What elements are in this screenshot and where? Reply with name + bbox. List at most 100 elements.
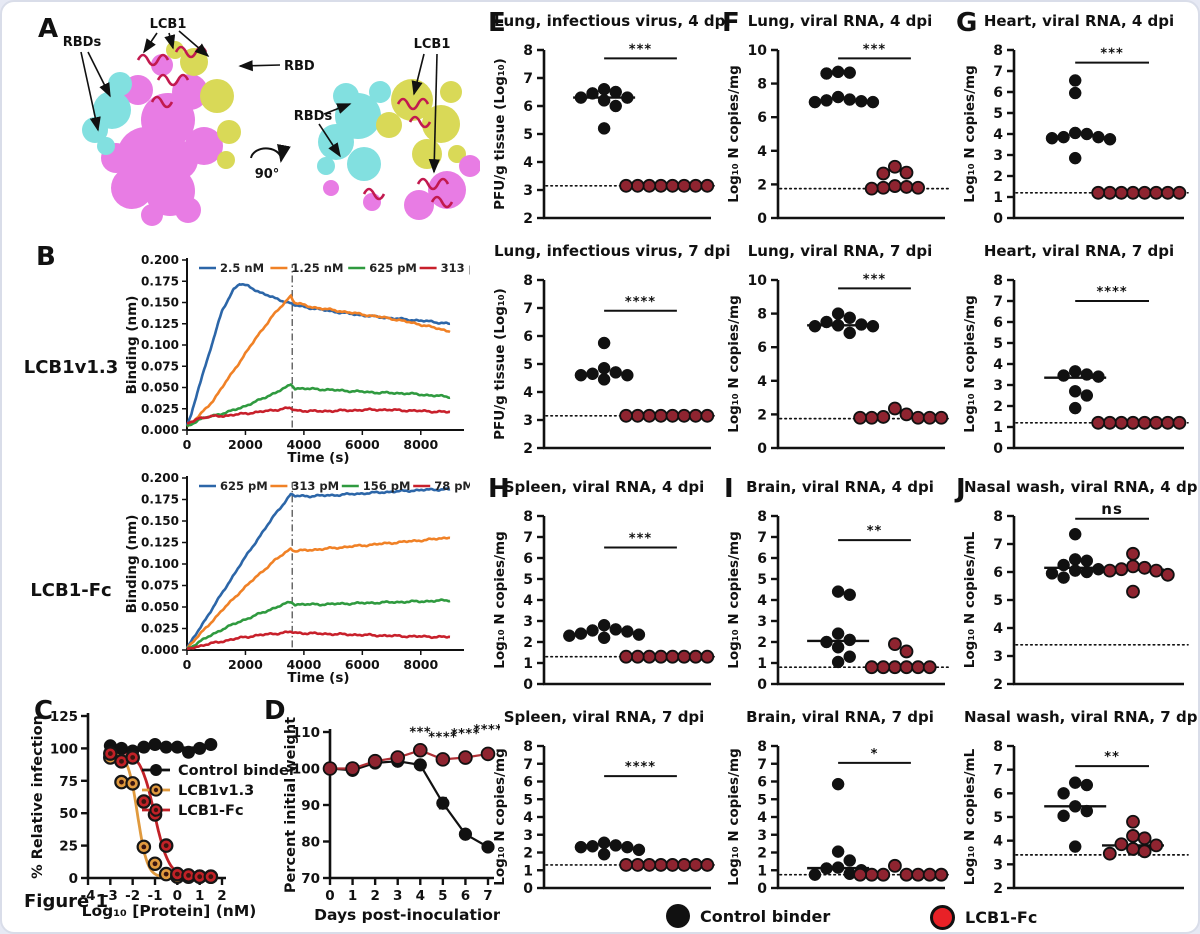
svg-text:3: 3	[523, 183, 533, 199]
svg-text:8: 8	[523, 273, 533, 289]
panel-letter-h: H	[488, 474, 510, 504]
rotation-arrow-icon	[250, 143, 291, 163]
svg-text:3: 3	[993, 378, 1003, 394]
svg-text:3: 3	[393, 888, 402, 904]
chart-spleen-rna-4dpi: 0 1 2 3 4 5 6 7 8 Log₁₀ N copies/mg ***	[484, 496, 719, 696]
svg-text:5: 5	[757, 792, 767, 808]
svg-text:Binding (nm): Binding (nm)	[124, 515, 140, 614]
kinetics-row1-label: LCB1v1.3	[23, 357, 119, 378]
svg-text:80: 80	[301, 835, 320, 851]
svg-text:1: 1	[757, 863, 767, 879]
svg-text:6: 6	[993, 85, 1003, 101]
svg-text:5: 5	[757, 572, 767, 588]
svg-text:5: 5	[993, 106, 1003, 122]
chart-title-g2: Heart, viral RNA, 7 dpi	[983, 242, 1175, 260]
svg-text:4: 4	[993, 357, 1003, 373]
figure-number-label: Figure 1	[24, 891, 109, 912]
svg-text:3: 3	[993, 148, 1003, 164]
svg-text:78 pM: 78 pM	[434, 479, 470, 493]
svg-text:7: 7	[993, 763, 1003, 779]
panel-letter-a: A	[38, 14, 59, 44]
svg-text:Log₁₀ N copies/mg: Log₁₀ N copies/mg	[492, 748, 508, 886]
svg-text:625 pM: 625 pM	[369, 261, 417, 275]
svg-text:***: ***	[629, 532, 652, 547]
svg-text:4: 4	[523, 385, 533, 401]
svg-text:3: 3	[523, 828, 533, 844]
panel-letter-g: G	[956, 8, 978, 38]
svg-text:6: 6	[757, 551, 767, 567]
chart-lung-rna-4dpi: 0 2 4 6 8 10 Log₁₀ N copies/mg ***	[718, 30, 953, 230]
svg-text:0: 0	[325, 888, 334, 904]
chart-title-f1: Lung, viral RNA, 4 dpi	[747, 12, 933, 30]
svg-text:1.25 nM: 1.25 nM	[291, 261, 343, 275]
svg-text:4000: 4000	[286, 657, 321, 672]
chart-title-f2: Lung, viral RNA, 7 dpi	[747, 242, 933, 260]
svg-text:8: 8	[993, 43, 1003, 59]
chart-title-e1: Lung, infectious virus, 4 dpi	[494, 12, 731, 30]
label-rbds-right: RBDs	[294, 109, 333, 124]
svg-text:0.175: 0.175	[141, 493, 179, 507]
svg-text:5: 5	[993, 336, 1003, 352]
svg-text:5: 5	[523, 572, 533, 588]
svg-text:0.100: 0.100	[141, 338, 179, 352]
svg-text:0.075: 0.075	[141, 359, 179, 373]
svg-text:6: 6	[757, 775, 767, 791]
svg-text:LCB1v1.3: LCB1v1.3	[178, 783, 254, 799]
chart-heart-rna-4dpi: 0 1 2 3 4 5 6 7 8 Log₁₀ N copies/mg ***	[954, 30, 1192, 230]
svg-text:***: ***	[409, 725, 431, 740]
chart-weight-loss: 70 80 90 100 110 0 1 2 3 4 5 6 7 Days post-inoculatio…	[282, 702, 504, 926]
svg-text:3: 3	[993, 857, 1003, 873]
svg-text:PFU/g tissue (Log₁₀): PFU/g tissue (Log₁₀)	[492, 58, 508, 210]
svg-text:2: 2	[523, 441, 533, 457]
svg-text:4: 4	[757, 593, 767, 609]
svg-text:1: 1	[195, 888, 204, 904]
lcb1fc-dot-icon	[930, 905, 955, 930]
svg-text:8: 8	[523, 509, 533, 525]
svg-text:0.125: 0.125	[141, 317, 179, 331]
svg-text:**: **	[867, 524, 883, 539]
svg-text:Log₁₀ N copies/mg: Log₁₀ N copies/mg	[492, 531, 508, 669]
svg-text:4: 4	[757, 374, 767, 390]
svg-text:6: 6	[993, 565, 1003, 581]
svg-text:2: 2	[523, 211, 533, 227]
svg-text:4000: 4000	[286, 437, 321, 452]
chart-spleen-rna-7dpi: 0 1 2 3 4 5 6 7 8 Log₁₀ N copies/mg ****	[484, 726, 719, 900]
svg-text:3: 3	[993, 649, 1003, 665]
svg-text:4: 4	[757, 810, 767, 826]
svg-text:Time (s): Time (s)	[287, 670, 349, 684]
panel-a-structures: LCB1 RBDs RBD 90° RBDs LCB1	[20, 8, 481, 236]
svg-text:4: 4	[523, 593, 533, 609]
legend-lcb1fc: LCB1-Fc	[930, 905, 1037, 930]
svg-text:4: 4	[993, 834, 1003, 850]
svg-text:2: 2	[523, 635, 533, 651]
svg-text:5: 5	[523, 357, 533, 373]
svg-text:3: 3	[757, 614, 767, 630]
svg-text:1: 1	[757, 656, 767, 672]
panel-letter-e: E	[488, 8, 506, 38]
label-rbds-left: RBDs	[63, 35, 102, 50]
svg-text:7: 7	[523, 757, 533, 773]
label-lcb1-right: LCB1	[414, 37, 451, 52]
legend-lcb1fc-label: LCB1-Fc	[965, 908, 1038, 927]
chart-title-h2: Spleen, viral RNA, 7 dpi	[503, 708, 705, 726]
chart-lcb1fc-kinetics: 0.000 0.025 0.050 0.075 0.100 0.125 0.150 0.175…	[122, 468, 474, 686]
panel-letter-i: I	[724, 474, 734, 504]
svg-text:7: 7	[757, 530, 767, 546]
annotation-arrows	[80, 30, 440, 174]
spike-top-view	[317, 79, 481, 220]
svg-text:100: 100	[292, 762, 320, 778]
svg-text:8000: 8000	[403, 657, 438, 672]
svg-text:3: 3	[523, 413, 533, 429]
svg-text:70: 70	[301, 871, 320, 887]
svg-text:7: 7	[757, 757, 767, 773]
svg-text:8000: 8000	[403, 437, 438, 452]
svg-text:2000: 2000	[228, 657, 263, 672]
svg-text:4: 4	[523, 155, 533, 171]
svg-text:0.025: 0.025	[141, 622, 179, 636]
svg-text:Log₁₀ N copies/mg: Log₁₀ N copies/mg	[726, 748, 742, 886]
svg-text:**: **	[1104, 750, 1120, 765]
chart-title-j1: Nasal wash, viral RNA, 4 dpi	[964, 478, 1200, 496]
label-rbd-right: RBD	[284, 59, 315, 74]
svg-text:6: 6	[461, 888, 470, 904]
chart-lung-virus-4dpi: 2 3 4 5 6 7 8 PFU/g tissue (Log₁₀) ***	[484, 30, 719, 230]
